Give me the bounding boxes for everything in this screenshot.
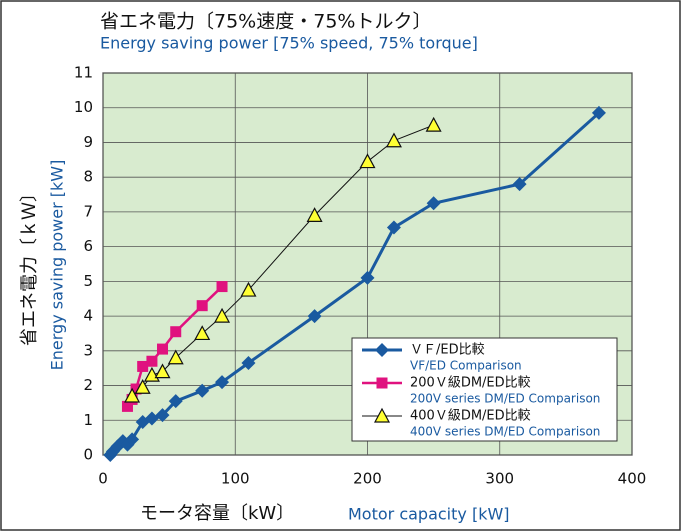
y-tick-label: 6 — [83, 237, 93, 255]
data-point — [306, 207, 323, 222]
x-tick-label: 0 — [98, 470, 108, 488]
data-point — [137, 360, 149, 372]
chart-title: 省エネ電力〔75%速度・75%トルク〕 — [100, 11, 431, 33]
y-tick-label: 1 — [83, 411, 93, 429]
legend-marker — [375, 343, 389, 357]
data-point — [216, 281, 228, 293]
legend-label-en: 400V series DM/ED Comparison — [410, 425, 600, 439]
legend-label: ＶＦ/ED比較 — [410, 343, 485, 358]
legend-label-en: VF/ED Comparison — [410, 359, 522, 373]
data-point — [426, 196, 441, 211]
data-point — [146, 355, 158, 367]
data-point — [591, 105, 606, 120]
data-point — [359, 153, 376, 169]
data-point — [385, 132, 402, 148]
legend-box — [351, 337, 618, 442]
legend-label: 400Ｖ級DM/ED比較 — [410, 409, 531, 424]
data-point — [386, 220, 401, 235]
data-point — [360, 270, 375, 285]
data-point — [121, 400, 133, 412]
x-axis-label-en: Motor capacity [kW] — [348, 505, 510, 524]
x-tick-label: 100 — [221, 470, 250, 488]
y-tick-label: 4 — [83, 307, 93, 325]
legend-label: 200Ｖ級DM/ED比較 — [410, 376, 531, 391]
legend-marker — [376, 377, 388, 389]
x-tick-label: 300 — [485, 470, 514, 488]
data-point — [425, 116, 442, 132]
y-tick-label: 2 — [83, 376, 93, 394]
data-point — [195, 383, 210, 398]
data-point — [167, 349, 184, 365]
data-point — [134, 379, 151, 394]
x-tick-label: 200 — [353, 470, 382, 488]
data-point — [144, 411, 159, 426]
y-tick-label: 8 — [83, 168, 93, 186]
data-point — [155, 408, 170, 423]
y-tick-label: 10 — [74, 98, 93, 116]
y-tick-label: 9 — [83, 133, 93, 151]
data-point — [215, 375, 230, 390]
data-point — [512, 177, 527, 192]
data-point — [170, 326, 182, 338]
legend-marker — [373, 407, 391, 423]
x-axis-label: モータ容量〔kW〕 — [140, 503, 294, 524]
data-point — [194, 325, 211, 341]
y-tick-label: 3 — [83, 341, 93, 359]
y-tick-label: 11 — [74, 64, 93, 82]
data-point — [240, 281, 257, 297]
y-tick-label: 7 — [83, 202, 93, 220]
legend-label-en: 200V series DM/ED Comparison — [410, 392, 600, 406]
chart-subtitle: Energy saving power [75% speed, 75% torq… — [100, 34, 478, 53]
y-tick-label: 0 — [83, 446, 93, 464]
data-point — [196, 300, 208, 312]
data-point — [168, 394, 183, 409]
data-point — [307, 309, 322, 324]
y-axis-label: 省エネ電力〔ｋＷ〕 — [19, 184, 40, 346]
data-point — [157, 343, 169, 355]
data-point — [130, 383, 142, 395]
y-axis-label-en: Energy saving power [kW] — [48, 160, 67, 371]
data-point — [154, 363, 171, 379]
data-point — [124, 387, 141, 403]
y-tick-label: 5 — [83, 272, 93, 290]
data-point — [125, 432, 140, 447]
data-point — [241, 355, 256, 370]
x-tick-label: 400 — [618, 470, 647, 488]
data-point — [214, 307, 231, 323]
